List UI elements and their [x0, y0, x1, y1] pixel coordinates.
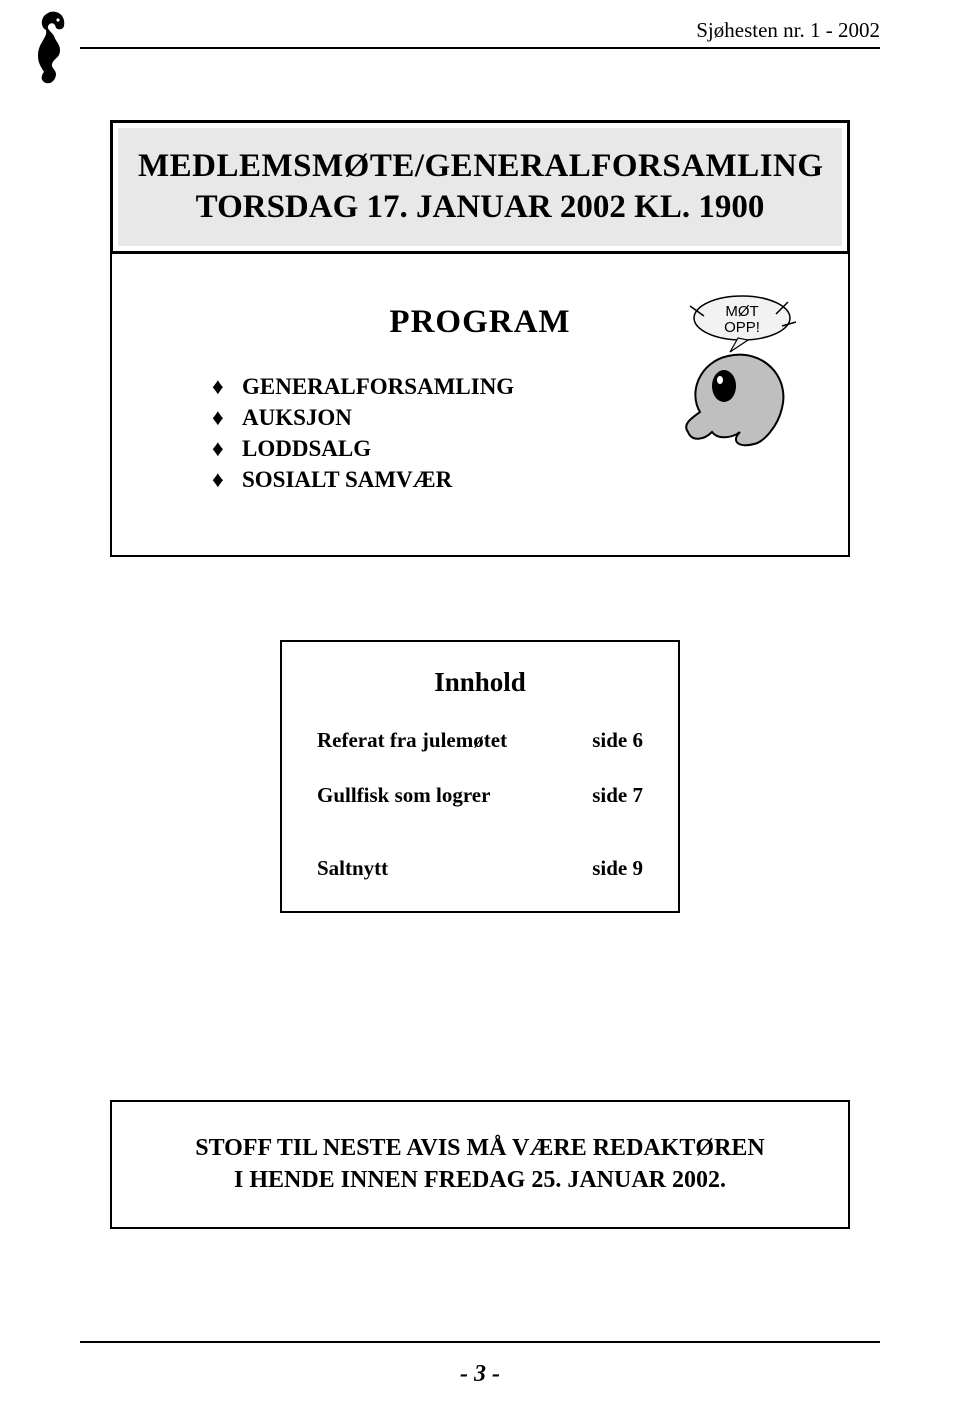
title-inner: MEDLEMSMØTE/GENERALFORSAMLING TORSDAG 17… — [118, 128, 842, 246]
innhold-page: side 6 — [592, 728, 643, 753]
innhold-page: side 9 — [592, 856, 643, 881]
diamond-bullet-icon: ♦ — [212, 402, 242, 433]
program-item-label: AUKSJON — [242, 405, 352, 430]
program-item-label: SOSIALT SAMVÆR — [242, 467, 452, 492]
footer-rule — [80, 1341, 880, 1343]
deadline-panel: STOFF TIL NESTE AVIS MÅ VÆRE REDAKTØREN … — [110, 1100, 850, 1229]
program-item-label: LODDSALG — [242, 436, 371, 461]
header-rule — [80, 47, 880, 49]
diamond-bullet-icon: ♦ — [212, 371, 242, 402]
program-item: ♦AUKSJON — [212, 402, 848, 433]
innhold-spacer — [317, 838, 643, 856]
seahorse-logo-icon — [28, 8, 73, 88]
program-panel: PROGRAM ♦GENERALFORSAMLING ♦AUKSJON ♦LOD… — [110, 230, 850, 557]
diamond-bullet-icon: ♦ — [212, 433, 242, 464]
program-list: ♦GENERALFORSAMLING ♦AUKSJON ♦LODDSALG ♦S… — [212, 371, 848, 495]
program-item: ♦GENERALFORSAMLING — [212, 371, 848, 402]
page: Sjøhesten nr. 1 - 2002 PROGRAM ♦GENERALF… — [0, 0, 960, 1418]
innhold-page: side 7 — [592, 783, 643, 808]
innhold-label: Referat fra julemøtet — [317, 728, 507, 753]
diamond-bullet-icon: ♦ — [212, 464, 242, 495]
page-number: - 3 - — [0, 1361, 960, 1388]
innhold-label: Gullfisk som logrer — [317, 783, 490, 808]
program-title: PROGRAM — [112, 304, 848, 341]
innhold-row: Saltnytt side 9 — [317, 856, 643, 881]
innhold-panel: Innhold Referat fra julemøtet side 6 Gul… — [280, 640, 680, 913]
deadline-line2: I HENDE INNEN FREDAG 25. JANUAR 2002. — [142, 1164, 818, 1196]
deadline-line1: STOFF TIL NESTE AVIS MÅ VÆRE REDAKTØREN — [142, 1132, 818, 1164]
title-line2: TORSDAG 17. JANUAR 2002 KL. 1900 — [138, 189, 822, 226]
innhold-title: Innhold — [317, 667, 643, 698]
program-item-label: GENERALFORSAMLING — [242, 374, 514, 399]
title-line1: MEDLEMSMØTE/GENERALFORSAMLING — [138, 148, 822, 185]
innhold-row: Gullfisk som logrer side 7 — [317, 783, 643, 808]
program-item: ♦SOSIALT SAMVÆR — [212, 464, 848, 495]
innhold-label: Saltnytt — [317, 856, 388, 881]
header-issue: Sjøhesten nr. 1 - 2002 — [696, 18, 880, 43]
innhold-row: Referat fra julemøtet side 6 — [317, 728, 643, 753]
title-panel: MEDLEMSMØTE/GENERALFORSAMLING TORSDAG 17… — [110, 120, 850, 254]
program-item: ♦LODDSALG — [212, 433, 848, 464]
